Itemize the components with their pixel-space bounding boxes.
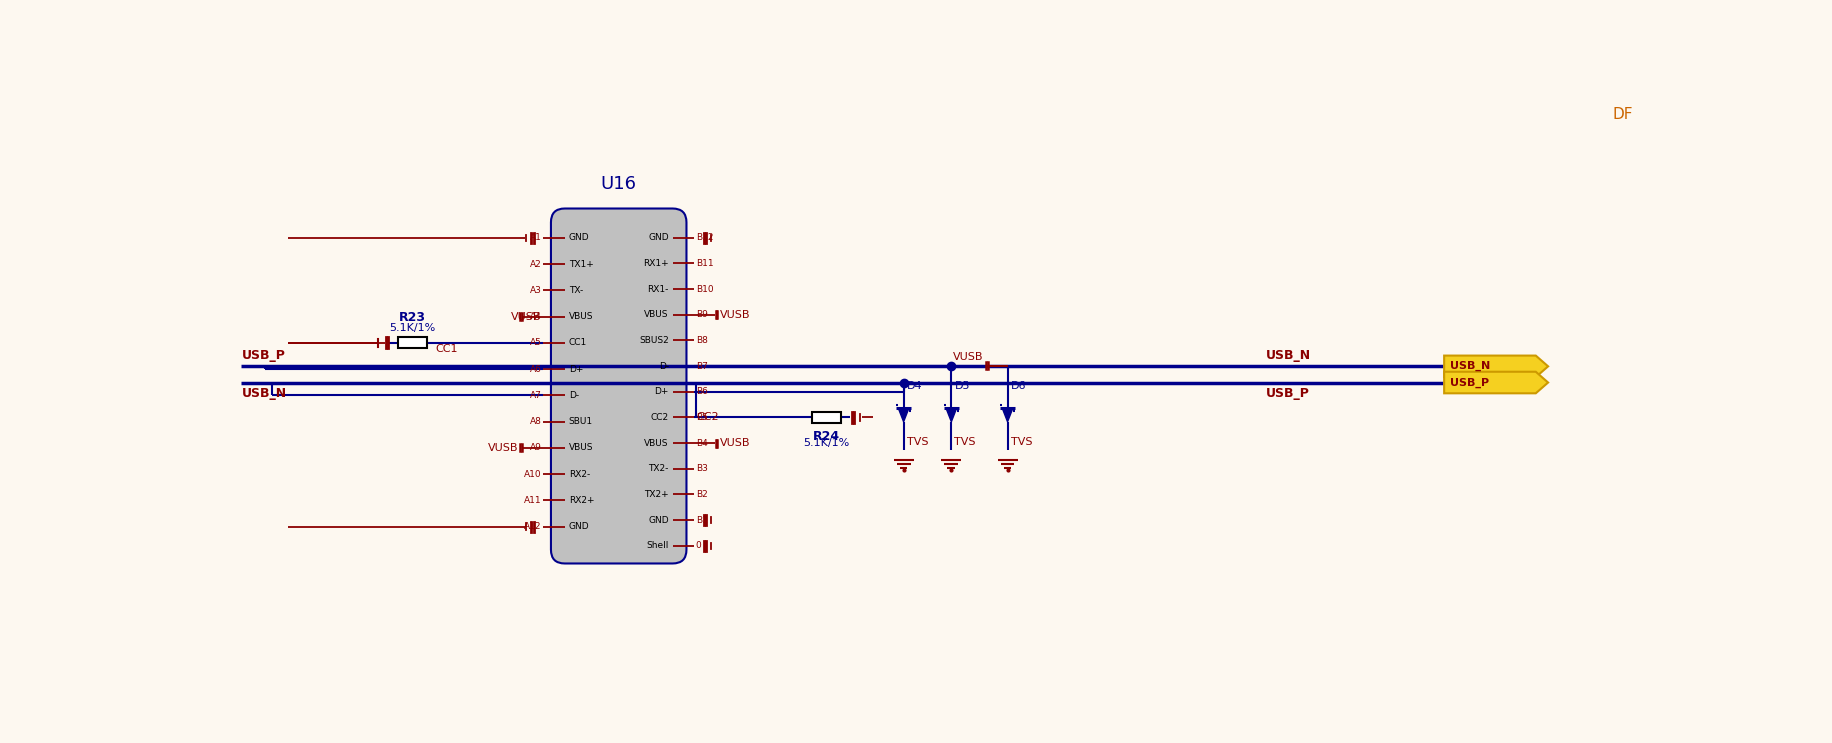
Text: USB_N: USB_N [1264,348,1310,362]
Text: D-: D- [658,362,669,371]
Text: USB_N: USB_N [242,387,286,400]
Polygon shape [1444,356,1548,377]
Text: B10: B10 [696,285,713,293]
Text: TX-: TX- [568,286,583,295]
Text: A8: A8 [529,417,542,426]
Text: B4: B4 [696,438,707,447]
Text: GND: GND [568,522,588,531]
FancyBboxPatch shape [551,209,687,563]
Text: B6: B6 [696,387,707,396]
Text: A4: A4 [529,312,542,321]
Bar [398,337,427,348]
Text: A6: A6 [529,365,542,374]
Text: Shell: Shell [647,541,669,551]
Text: GND: GND [649,516,669,525]
Text: A12: A12 [524,522,542,531]
Text: RX2-: RX2- [568,470,590,478]
Text: A3: A3 [529,286,542,295]
Text: A1: A1 [529,233,542,242]
Text: VUSB: VUSB [953,351,982,362]
Text: D5: D5 [954,381,969,391]
Text: SBU1: SBU1 [568,417,592,426]
Text: DF: DF [1610,107,1632,122]
Text: SBUS2: SBUS2 [639,336,669,345]
Text: CC2: CC2 [650,413,669,422]
Text: A9: A9 [529,444,542,452]
Text: USB_P: USB_P [1449,377,1489,388]
Text: B2: B2 [696,490,707,499]
Text: B5: B5 [696,413,707,422]
Text: TX2+: TX2+ [643,490,669,499]
Polygon shape [1002,408,1013,422]
Text: 5.1K/1%: 5.1K/1% [388,322,436,333]
Text: D+: D+ [654,387,669,396]
Text: A2: A2 [529,259,542,268]
Text: TX2-: TX2- [649,464,669,473]
Text: B1: B1 [696,516,707,525]
Text: TVS: TVS [1009,437,1031,447]
Polygon shape [945,408,956,422]
Text: R23: R23 [399,311,425,324]
Polygon shape [1444,372,1548,393]
Text: D-: D- [568,391,579,400]
Text: USB_P: USB_P [1264,387,1308,400]
Text: VUSB: VUSB [720,310,751,319]
Text: TX1+: TX1+ [568,259,594,268]
Text: VBUS: VBUS [568,312,594,321]
Text: R24: R24 [813,429,839,443]
Text: VBUS: VBUS [568,444,594,452]
Polygon shape [898,408,909,422]
Text: TVS: TVS [954,437,975,447]
Text: USB_P: USB_P [242,348,286,362]
Text: 5.1K/1%: 5.1K/1% [802,438,850,448]
Text: D6: D6 [1009,381,1026,391]
Text: VBUS: VBUS [643,438,669,447]
Text: CC1: CC1 [568,338,586,347]
Text: RX2+: RX2+ [568,496,594,504]
Text: B12: B12 [696,233,713,242]
Text: GND: GND [649,233,669,242]
Text: CC1: CC1 [436,344,458,354]
Text: A11: A11 [524,496,542,504]
Text: A10: A10 [524,470,542,478]
Text: A5: A5 [529,338,542,347]
Text: D+: D+ [568,365,583,374]
Text: B11: B11 [696,259,713,268]
Text: A7: A7 [529,391,542,400]
Text: VUSB: VUSB [720,438,751,448]
Text: 0: 0 [696,541,702,551]
Text: RX1+: RX1+ [643,259,669,268]
Text: VUSB: VUSB [511,311,542,322]
Text: USB_N: USB_N [1449,361,1489,372]
Text: D4: D4 [907,381,921,391]
Text: RX1-: RX1- [647,285,669,293]
Text: CC2: CC2 [696,412,718,423]
Bar [812,412,841,423]
Text: B7: B7 [696,362,707,371]
Text: VUSB: VUSB [487,443,518,452]
Text: B9: B9 [696,311,707,319]
Text: B8: B8 [696,336,707,345]
Text: TVS: TVS [907,437,927,447]
Text: GND: GND [568,233,588,242]
Text: B3: B3 [696,464,707,473]
Text: U16: U16 [601,175,636,193]
Text: VBUS: VBUS [643,311,669,319]
